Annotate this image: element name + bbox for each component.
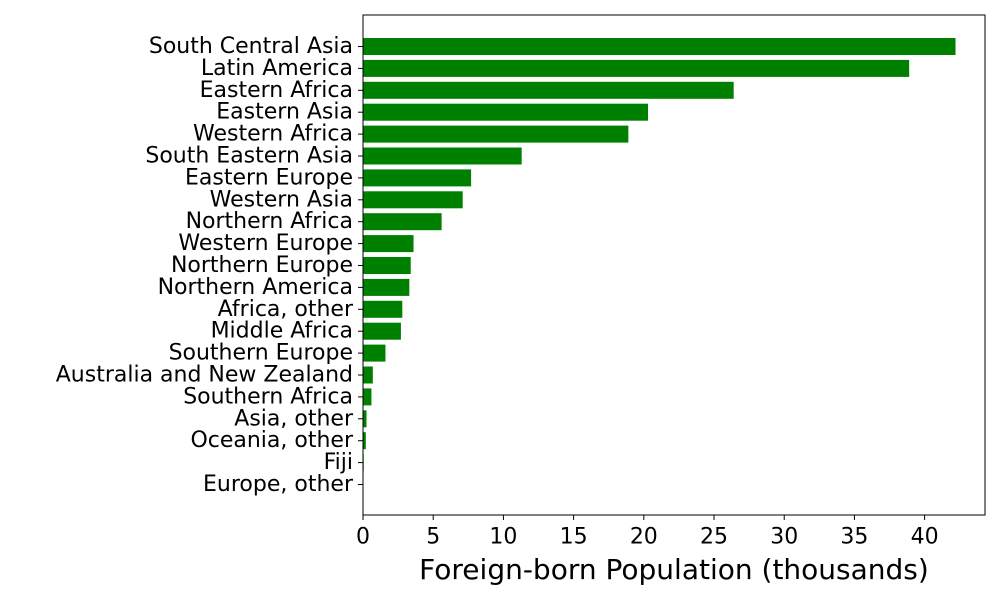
x-tick-label: 5 bbox=[426, 525, 440, 550]
x-tick-label: 30 bbox=[770, 525, 798, 550]
x-tick-label: 40 bbox=[911, 525, 939, 550]
bar bbox=[363, 388, 371, 405]
x-tick-label: 0 bbox=[356, 525, 370, 550]
bar bbox=[363, 169, 471, 186]
bar bbox=[363, 191, 463, 208]
bar bbox=[363, 323, 401, 340]
bar bbox=[363, 60, 909, 77]
x-tick-label: 35 bbox=[840, 525, 868, 550]
x-axis-label: Foreign-born Population (thousands) bbox=[419, 553, 929, 586]
bar bbox=[363, 126, 628, 143]
bar bbox=[363, 148, 522, 165]
bar bbox=[363, 235, 414, 252]
bar bbox=[363, 38, 956, 55]
bars-layer bbox=[363, 38, 956, 493]
bar bbox=[363, 82, 734, 99]
bar bbox=[363, 345, 385, 362]
bar bbox=[363, 104, 648, 121]
y-tick-label: Europe, other bbox=[203, 472, 354, 497]
bar bbox=[363, 367, 373, 384]
bar bbox=[363, 213, 442, 230]
bar bbox=[363, 279, 409, 296]
x-ticks: 0 5 10 15 20 25 30 35 40 bbox=[356, 515, 939, 550]
bar bbox=[363, 301, 402, 318]
x-tick-label: 20 bbox=[630, 525, 658, 550]
x-tick-label: 15 bbox=[560, 525, 588, 550]
bar bbox=[363, 257, 411, 274]
bar bbox=[363, 410, 367, 427]
x-tick-label: 25 bbox=[700, 525, 728, 550]
x-tick-label: 10 bbox=[489, 525, 517, 550]
